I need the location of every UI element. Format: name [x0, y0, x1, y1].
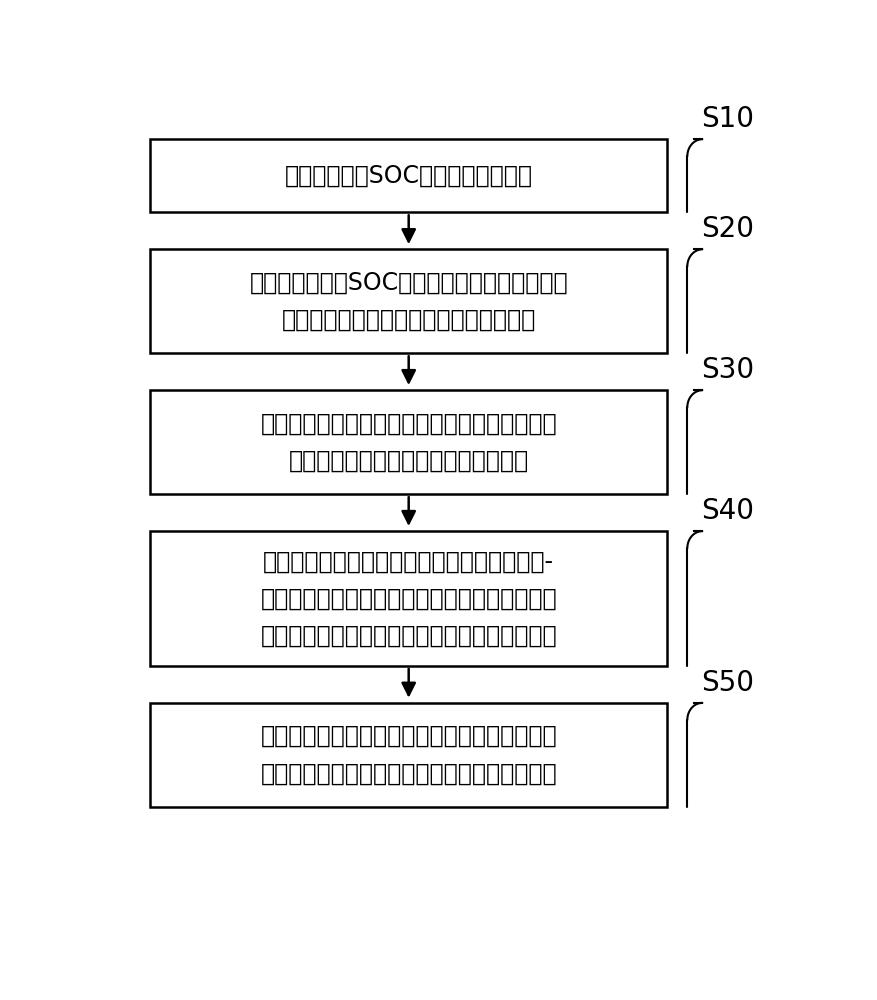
Bar — [151, 531, 667, 666]
Text: S50: S50 — [701, 669, 754, 697]
Text: 当燃料电池处于工作状态时，获取燃料电池的期
望功率需求和动力电池的期望功率需求: 当燃料电池处于工作状态时，获取燃料电池的期 望功率需求和动力电池的期望功率需求 — [260, 412, 557, 473]
Text: S20: S20 — [701, 215, 754, 243]
Text: 根据燃料电池的期望功率需求、燃料电池的功-
效率曲线及动力电池的期望功率需求，设定燃料
电池的实际输出功率和动力电池的实际输出功率: 根据燃料电池的期望功率需求、燃料电池的功- 效率曲线及动力电池的期望功率需求，设… — [260, 549, 557, 648]
Text: 分别控制燃料电池和动力电池按照设定的实际输
出功率，共同输出能量给汽车的驱动电机和负载: 分别控制燃料电池和动力电池按照设定的实际输 出功率，共同输出能量给汽车的驱动电机… — [260, 724, 557, 786]
Text: 获取动力电池的SOC值，并根据其与设定的上下
限值的关系，控制燃料电池的开启与关闭: 获取动力电池的SOC值，并根据其与设定的上下 限值的关系，控制燃料电池的开启与关… — [249, 271, 568, 332]
Bar — [151, 249, 667, 353]
Text: 设定动力电池SOC的上限值和下限值: 设定动力电池SOC的上限值和下限值 — [285, 164, 532, 188]
Bar — [151, 703, 667, 807]
Text: S30: S30 — [701, 356, 754, 384]
Text: S10: S10 — [701, 105, 754, 133]
Text: S40: S40 — [701, 497, 754, 525]
Bar — [151, 139, 667, 212]
Bar — [151, 390, 667, 494]
